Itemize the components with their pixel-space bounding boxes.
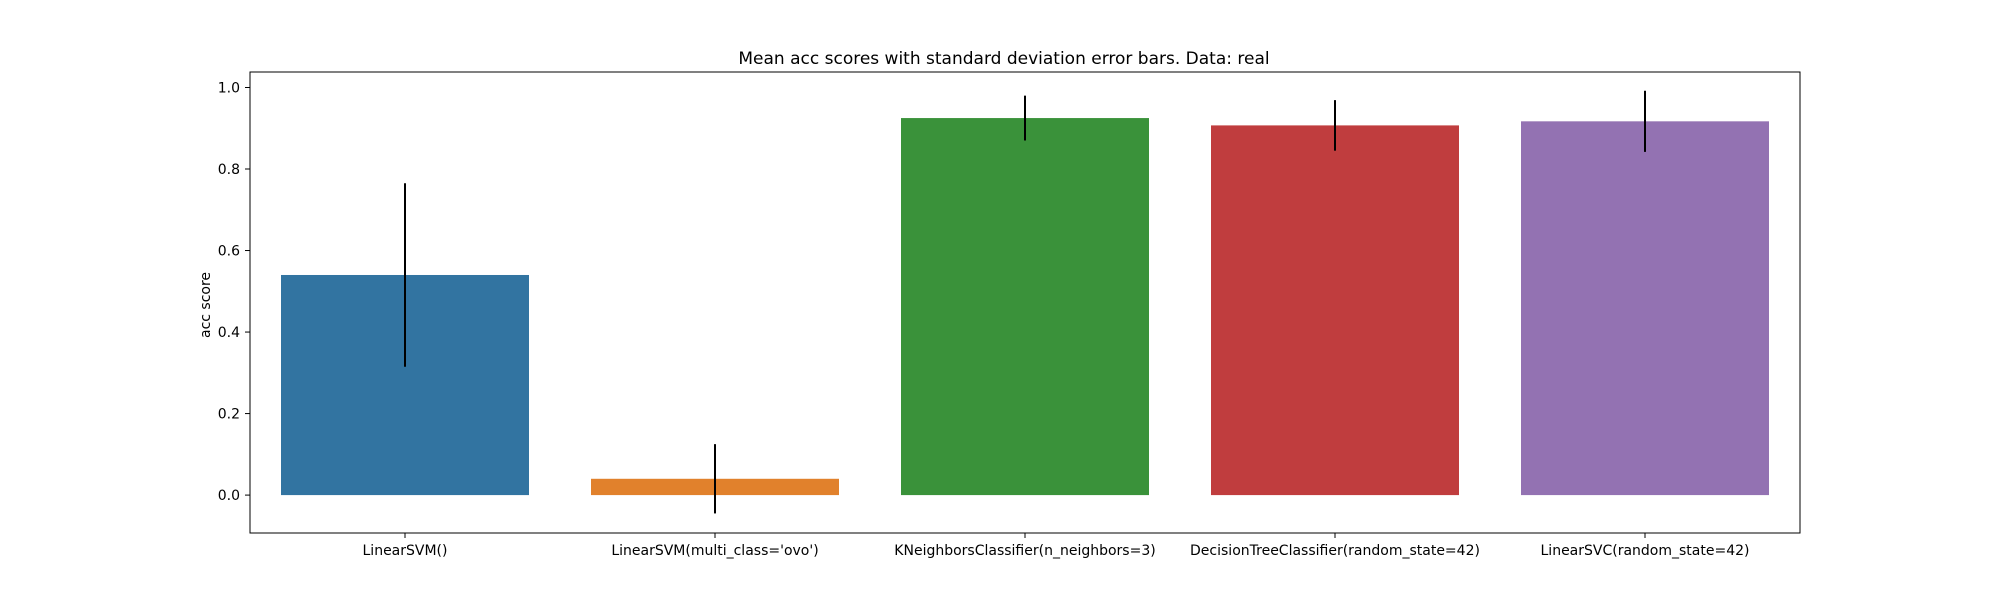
y-tick-label-5: 1.0 (218, 80, 240, 96)
x-tick-label-3: DecisionTreeClassifier(random_state=42) (1190, 543, 1480, 559)
bars-group (281, 118, 1769, 496)
y-tick-label-0: 0.0 (218, 488, 240, 504)
y-axis: 0.0 0.2 0.4 0.6 0.8 1.0 (218, 80, 250, 504)
x-tick-label-1: LinearSVM(multi_class='ovo') (611, 543, 818, 559)
x-tick-label-2: KNeighborsClassifier(n_neighbors=3) (894, 543, 1155, 559)
bar-4 (1521, 121, 1769, 496)
y-tick-label-2: 0.4 (218, 325, 240, 341)
bar-2 (901, 118, 1149, 496)
y-tick-label-1: 0.2 (218, 407, 240, 423)
error-bars-group (404, 90, 1646, 514)
plot-frame (249, 71, 1801, 534)
x-axis: LinearSVM() LinearSVM(multi_class='ovo') K… (363, 533, 1750, 559)
y-axis-label: acc score (198, 272, 214, 338)
bar-3 (1211, 125, 1459, 496)
y-tick-label-4: 0.8 (218, 162, 240, 178)
y-tick-label-3: 0.6 (218, 244, 240, 260)
chart-title: Mean acc scores with standard deviation … (738, 49, 1269, 69)
x-tick-label-4: LinearSVC(random_state=42) (1541, 543, 1750, 559)
x-tick-label-0: LinearSVM() (363, 543, 448, 559)
